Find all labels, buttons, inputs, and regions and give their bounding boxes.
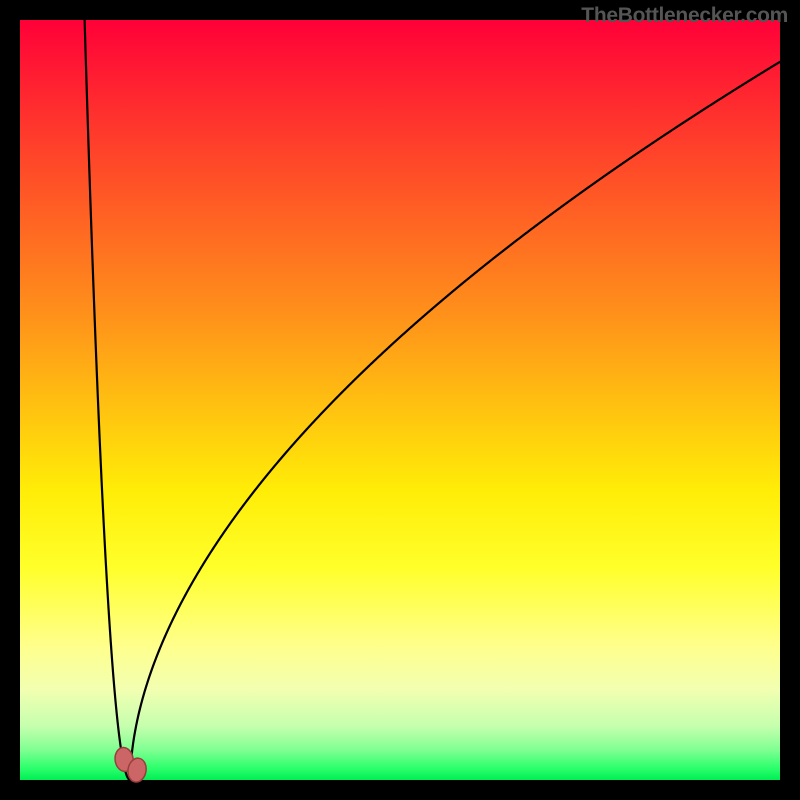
watermark-text: TheBottlenecker.com: [581, 4, 788, 28]
bottleneck-chart: TheBottlenecker.com: [0, 0, 800, 800]
chart-svg: [0, 0, 800, 800]
